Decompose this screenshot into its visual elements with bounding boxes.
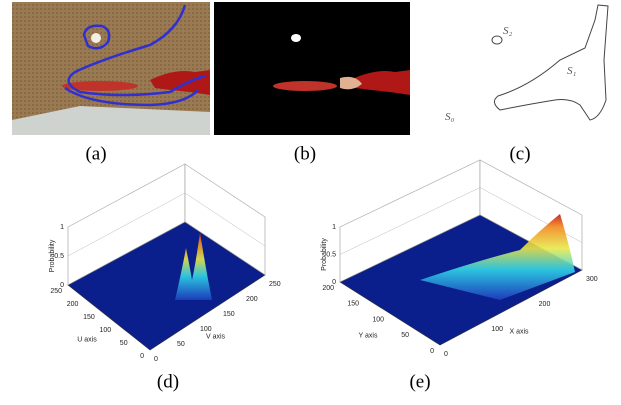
z-axis-label: Probability xyxy=(321,238,328,271)
axis-tick-label: 100 xyxy=(200,326,212,333)
z-tick-label: 1 xyxy=(332,224,336,231)
z-axis-label: Probability xyxy=(49,239,56,272)
axis-tick-label: 250 xyxy=(50,288,62,295)
z-tick-label: 1 xyxy=(60,224,64,231)
axis-tick-label: 200 xyxy=(67,301,79,308)
axis-tick-label: 50 xyxy=(401,332,409,339)
image-b xyxy=(214,2,410,135)
axis-label: U axis xyxy=(77,336,97,343)
axis-tick-label: 0 xyxy=(154,356,158,363)
axis-tick-label: 250 xyxy=(269,281,281,288)
axis-tick-label: 200 xyxy=(539,301,551,308)
caption: (d) xyxy=(157,371,179,392)
axis-tick-label: 200 xyxy=(322,285,334,292)
region-label: S₀ xyxy=(445,111,455,123)
image-c: S₀ S₁ S₂ xyxy=(445,5,608,123)
axis-label: V axis xyxy=(206,333,226,340)
axis-tick-label: 50 xyxy=(120,340,128,347)
axis-tick-label: 150 xyxy=(83,314,95,321)
axis-label: X axis xyxy=(509,328,529,335)
figure: S₀ S₁ S₂ (a) (b) (c) 00.51Probability250… xyxy=(0,0,621,405)
axis-tick-label: 100 xyxy=(372,316,384,323)
axis-tick-label: 50 xyxy=(177,341,185,348)
axis-tick-label: 150 xyxy=(347,301,359,308)
axis-tick-label: 0 xyxy=(430,348,434,355)
region-label: S₁ xyxy=(567,65,577,77)
caption: (b) xyxy=(294,143,316,164)
caption: (c) xyxy=(509,143,530,164)
caption: (a) xyxy=(85,143,106,164)
image-a xyxy=(12,2,210,135)
axis-tick-label: 150 xyxy=(223,311,235,318)
axis-tick-label: 200 xyxy=(246,296,258,303)
axis-tick-label: 300 xyxy=(586,276,598,283)
region-label: S₂ xyxy=(503,25,513,37)
axis-tick-label: 0 xyxy=(140,353,144,360)
axis-tick-label: 100 xyxy=(491,326,503,333)
caption: (e) xyxy=(409,371,430,392)
axis-label: Y axis xyxy=(359,332,378,339)
axis-tick-label: 100 xyxy=(100,327,112,334)
axis-tick-label: 0 xyxy=(444,351,448,358)
